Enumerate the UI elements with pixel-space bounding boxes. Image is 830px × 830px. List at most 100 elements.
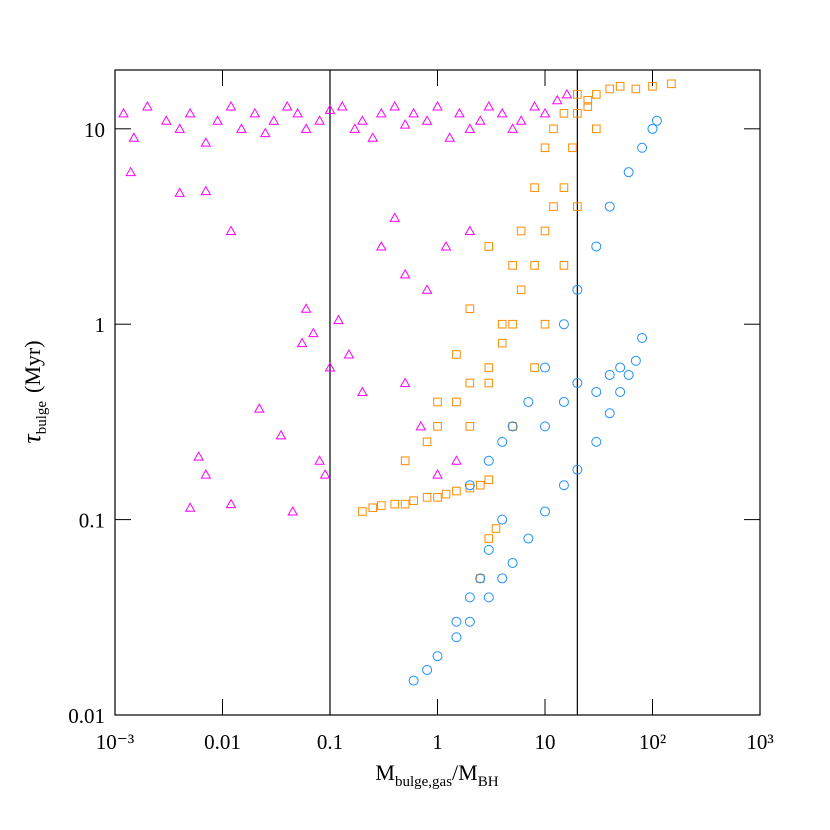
- circle-point: [408, 675, 419, 686]
- y-label-sub: bulge: [34, 401, 50, 435]
- circle-point: [591, 386, 602, 397]
- square-point: [400, 456, 410, 466]
- square-point: [497, 338, 507, 348]
- triangle-point: [336, 101, 348, 111]
- circle-point: [637, 142, 648, 153]
- square-point: [465, 378, 475, 388]
- triangle-point: [184, 502, 196, 512]
- triangle-point: [319, 469, 331, 479]
- circle-point: [623, 369, 634, 380]
- x-tick-label: 10²: [639, 730, 666, 754]
- triangle-point: [200, 185, 212, 196]
- triangle-point: [483, 101, 495, 111]
- square-point: [465, 304, 475, 314]
- square-point: [530, 183, 539, 192]
- triangle-point: [324, 104, 336, 114]
- triangle-point: [253, 403, 265, 413]
- triangle-point: [357, 386, 368, 396]
- triangle-point: [539, 107, 551, 118]
- square-point: [667, 79, 676, 89]
- triangle-point: [268, 115, 280, 125]
- triangle-point: [343, 348, 355, 359]
- square-point: [409, 496, 418, 505]
- triangle-point: [415, 420, 427, 431]
- triangle-point: [375, 107, 387, 118]
- circle-point: [497, 514, 508, 525]
- square-point: [484, 378, 494, 388]
- square-point: [465, 422, 475, 431]
- triangle-point: [440, 240, 452, 251]
- square-point: [583, 102, 593, 111]
- circle-point: [591, 241, 602, 252]
- square-point: [368, 503, 378, 513]
- triangle-point: [444, 132, 456, 142]
- x-tick-label: 10³: [746, 730, 773, 754]
- triangle-point: [142, 101, 153, 111]
- circle-point: [507, 421, 518, 432]
- circle-point: [507, 557, 518, 568]
- circle-point: [475, 573, 486, 584]
- circle-point: [464, 480, 475, 491]
- triangle-point: [125, 166, 137, 177]
- triangle-point: [496, 107, 508, 118]
- triangle-point: [314, 455, 325, 465]
- triangle-point: [281, 101, 293, 111]
- y-tick-label: 10: [84, 118, 105, 142]
- triangle-point: [507, 123, 518, 133]
- square-point: [358, 507, 367, 516]
- x-label-sub: BH: [478, 774, 499, 790]
- triangle-point: [300, 303, 312, 313]
- square-point: [452, 397, 461, 407]
- circle-point: [523, 533, 534, 544]
- circle-point: [497, 573, 508, 584]
- circle-point: [558, 319, 569, 330]
- y-label-symbol: τ: [17, 433, 46, 444]
- triangle-point: [249, 107, 261, 118]
- y-tick-label: 0.1: [79, 509, 105, 533]
- circle-point: [572, 284, 583, 295]
- square-point: [376, 501, 386, 510]
- circle-point: [432, 651, 443, 662]
- triangle-point: [551, 94, 563, 105]
- triangle-point: [451, 455, 462, 465]
- square-point: [648, 82, 657, 91]
- square-point: [433, 422, 442, 431]
- circle-point: [483, 592, 494, 603]
- circle-point: [422, 664, 433, 675]
- triangle-point: [174, 123, 186, 133]
- square-point: [484, 363, 494, 372]
- triangle-point: [292, 107, 303, 118]
- y-axis-label: τbulge (Myr): [17, 340, 50, 443]
- circle-point: [451, 632, 462, 643]
- circle-point: [637, 333, 648, 344]
- x-tick-label: 1: [432, 730, 443, 754]
- triangle-point: [236, 123, 247, 133]
- triangle-point: [300, 123, 312, 133]
- triangle-point: [174, 187, 186, 197]
- square-point: [591, 90, 601, 99]
- square-point: [516, 226, 526, 236]
- triangle-point: [225, 225, 237, 235]
- square-point: [400, 499, 410, 509]
- square-point: [549, 124, 558, 134]
- x-axis-label: Mbulge,gas/MBH: [375, 760, 498, 790]
- triangle-point: [389, 101, 401, 111]
- circle-point: [647, 123, 658, 134]
- circle-point: [572, 464, 583, 475]
- triangle-point: [287, 505, 299, 516]
- y-tick-label: 0.01: [68, 704, 105, 728]
- square-point: [605, 84, 615, 94]
- square-point: [559, 261, 569, 270]
- triangle-point: [561, 88, 573, 99]
- square-point: [491, 524, 501, 533]
- circle-point: [464, 616, 475, 627]
- circle-point: [651, 115, 662, 126]
- triangle-point: [399, 377, 411, 388]
- x-tick-label: 0.1: [317, 730, 343, 754]
- square-point: [530, 363, 539, 372]
- square-point: [484, 475, 494, 485]
- circle-point: [623, 167, 634, 178]
- triangle-point: [118, 107, 129, 118]
- circle-point: [483, 455, 494, 466]
